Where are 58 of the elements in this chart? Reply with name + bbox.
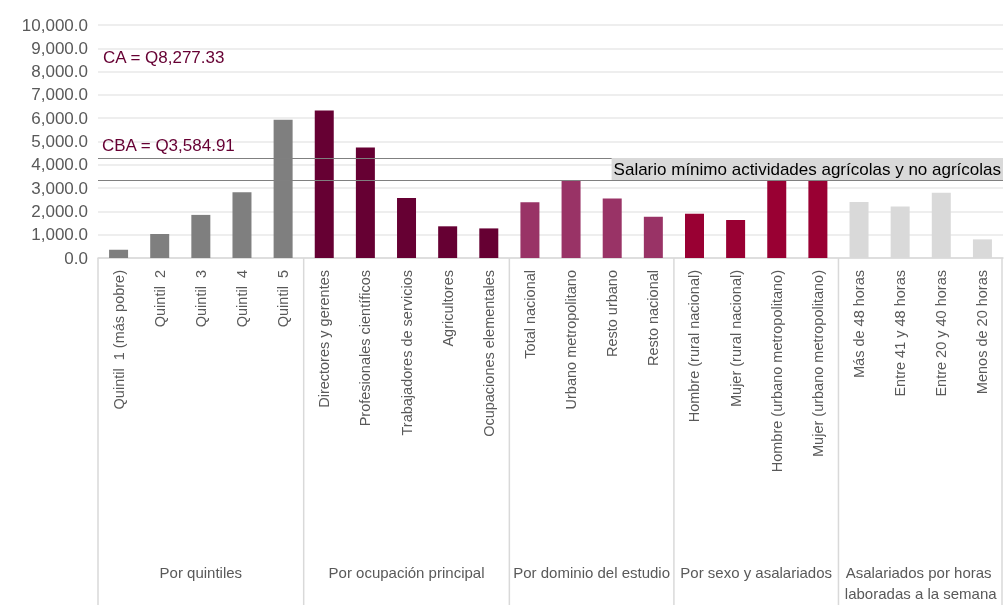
y-tick-label: 7,000.0 (31, 85, 88, 105)
bar (109, 249, 129, 258)
y-tick-label: 6,000.0 (31, 108, 88, 128)
bar (684, 213, 704, 258)
bar (355, 147, 375, 258)
x-tick-label: Entre 20 y 40 horas (933, 270, 950, 397)
bar (150, 234, 170, 258)
ref-line-label: CBA = Q3,584.91 (102, 136, 235, 156)
y-tick-label: 9,000.0 (31, 38, 88, 58)
text: Por ocupación principal (328, 564, 485, 581)
x-tick-label: Directores y gerentes (316, 270, 333, 408)
text: Por dominio del estudio (513, 564, 671, 581)
y-tick-label: 5,000.0 (31, 132, 88, 151)
x-tick-label: Quintil 4 (233, 270, 250, 328)
x-tick-label: Quintil 2 (151, 270, 168, 328)
text: Por quintiles (159, 564, 243, 581)
x-tick-label: Urbano metropolitano (563, 270, 580, 410)
ref-line-label: Salario mínimo actividades agrícolas y no agrícolas (613, 159, 1001, 179)
bar (561, 181, 581, 258)
x-tick-label: Mujer (rural nacional) (727, 270, 744, 407)
y-tick-label: 8,000.0 (31, 62, 88, 82)
y-tick-label: 2,000.0 (31, 201, 88, 221)
bar (314, 110, 334, 258)
x-tick-label: Total nacional (521, 270, 538, 359)
x-tick-label: Hombre (urbano metropolitano) (768, 270, 785, 473)
x-tick-label: Más de 48 horas (851, 270, 868, 379)
x-tick-label: Menos de 20 horas (974, 270, 991, 395)
bar (808, 181, 828, 258)
y-tick-label: 3,000.0 (31, 178, 88, 198)
bar (726, 220, 746, 258)
x-tick-label: Ocupaciones elementales (480, 270, 497, 437)
y-tick-label: 4,000.0 (31, 155, 88, 175)
bar (232, 192, 252, 258)
bar (643, 216, 663, 258)
bar (479, 228, 499, 258)
annotation: CA = Q8,277.33 (103, 47, 225, 67)
x-tick-label: Entre 41 y 48 horas (892, 270, 909, 397)
bar (438, 226, 458, 258)
x-tick-label: Resto nacional (645, 270, 662, 366)
text: Asalariados por horas laboradas a la semana (844, 564, 998, 602)
bar (397, 197, 417, 258)
bar (191, 214, 211, 258)
x-tick-label: Agricultores (439, 270, 456, 347)
y-tick-label: 1,000.0 (31, 225, 88, 245)
bar (602, 198, 622, 258)
x-tick-label: Profesionales científicos (357, 270, 374, 427)
x-tick-label: Trabajadores de servicios (398, 270, 415, 436)
bar (767, 181, 787, 258)
x-tick-label: Quintil 5 (275, 270, 292, 328)
text: Por sexo y asalariados (680, 564, 833, 581)
x-tick-label: Resto urbano (604, 270, 621, 358)
x-tick-label: Hombre (rural nacional) (686, 270, 703, 423)
x-tick-label: Quintil 1 (más pobre) (110, 270, 127, 410)
y-tick-label: 0.0 (64, 248, 88, 268)
x-tick-label: Quintil 3 (192, 270, 209, 328)
bar (520, 202, 540, 258)
y-tick-label: 10,000.0 (21, 15, 88, 35)
x-tick-label: Mujer (urbano metropolitano) (809, 270, 826, 457)
